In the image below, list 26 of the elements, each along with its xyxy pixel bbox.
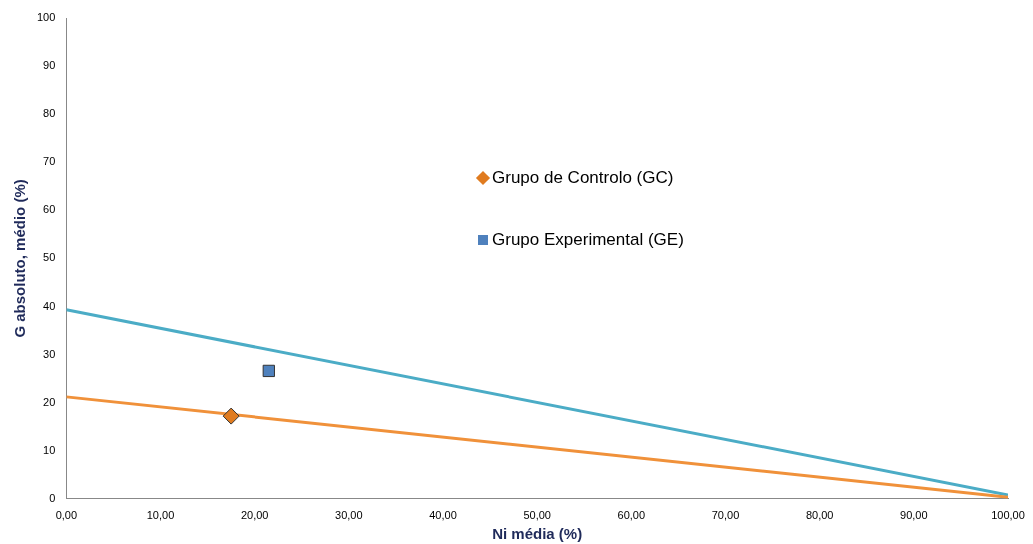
- y-tick-label: 70: [43, 155, 56, 168]
- legend-label: Grupo de Controlo (GC): [492, 168, 674, 188]
- y-tick-label: 100: [36, 11, 56, 24]
- y-tick-label: 20: [43, 395, 56, 408]
- x-tick-label: 30,00: [335, 509, 363, 522]
- y-tick-label: 90: [43, 59, 56, 72]
- y-tick-label: 50: [43, 251, 56, 264]
- y-tick-label: 10: [43, 443, 56, 456]
- x-axis-title: Ni média (%): [492, 525, 583, 543]
- x-tick-label: 100,00: [991, 509, 1025, 522]
- y-tick-label: 0: [49, 491, 56, 504]
- y-tick-label: 80: [43, 107, 56, 120]
- x-tick-label: 40,00: [429, 509, 457, 522]
- y-axis-title: G absoluto, médio (%): [11, 179, 29, 338]
- x-tick-label: 50,00: [523, 509, 551, 522]
- x-tick-label: 10,00: [146, 509, 175, 522]
- x-tick-label: 60,00: [617, 509, 646, 522]
- x-tick-label: 90,00: [900, 509, 928, 522]
- y-tick-label: 40: [43, 299, 56, 312]
- x-tick-label: 0,00: [55, 509, 78, 522]
- y-tick-label: 60: [43, 203, 56, 216]
- legend-label: Grupo Experimental (GE): [492, 230, 684, 250]
- x-tick-label: 70,00: [711, 509, 740, 522]
- x-tick-label: 80,00: [805, 509, 834, 522]
- x-tick-label: 20,00: [240, 509, 269, 522]
- y-tick-label: 30: [43, 347, 56, 360]
